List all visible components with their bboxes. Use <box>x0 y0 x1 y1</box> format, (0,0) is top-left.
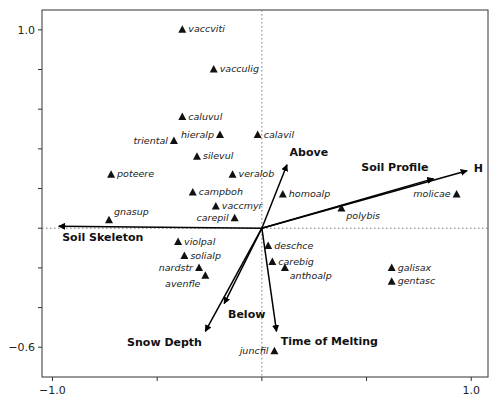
env-label: Time of Melting <box>281 335 378 348</box>
species-point <box>212 202 220 210</box>
y-tick <box>38 307 42 308</box>
species-point <box>337 204 345 212</box>
y-tick-label: −0.6 <box>8 341 35 354</box>
species-label: gentasc <box>398 275 436 286</box>
reference-line <box>261 10 262 377</box>
species-label: solialp <box>190 250 221 261</box>
species-point <box>270 347 278 355</box>
x-tick-label: 1.0 <box>462 384 480 397</box>
species-label: silevul <box>203 150 234 161</box>
x-tick <box>471 377 472 381</box>
species-point <box>180 251 188 259</box>
y-tick <box>38 69 42 70</box>
species-label: hieralp <box>181 129 214 140</box>
y-tick <box>38 228 42 229</box>
y-tick <box>38 29 42 30</box>
species-point <box>254 130 262 138</box>
species-label: triental <box>134 135 169 146</box>
species-point <box>107 170 115 178</box>
species-label: homoalp <box>289 188 330 199</box>
env-label: Above <box>290 146 329 159</box>
species-label: caluvul <box>188 111 222 122</box>
species-label: juncfil <box>238 345 269 356</box>
species-label: avenfle <box>165 278 200 289</box>
x-tick <box>261 377 262 381</box>
species-label: polybis <box>345 210 380 221</box>
species-point <box>174 238 182 246</box>
species-point <box>189 188 197 196</box>
species-point <box>178 25 186 33</box>
axes: −1.0 1.0 −0.6 1.0 <box>8 24 480 397</box>
species-label: vaccviti <box>188 23 225 34</box>
env-arrow <box>262 171 467 229</box>
env-label: Soil Profile <box>361 161 428 174</box>
species-point <box>268 257 276 265</box>
species-label: vaccmyr <box>222 200 264 211</box>
species-label: galisax <box>398 262 432 273</box>
plot-frame <box>42 10 488 377</box>
species-point <box>231 214 239 222</box>
env-label: H <box>474 162 483 175</box>
x-tick <box>366 377 367 381</box>
x-tick <box>52 377 53 381</box>
species-point <box>193 152 201 160</box>
y-tick <box>38 148 42 149</box>
species-point <box>229 170 237 178</box>
x-tick <box>157 377 158 381</box>
species-label: carepil <box>197 212 229 223</box>
plot-area <box>42 10 488 377</box>
env-label: Soil Skeleton <box>62 231 143 244</box>
species-label: violpal <box>184 236 216 247</box>
species-label: anthoalp <box>290 270 332 281</box>
env-arrow <box>59 226 262 228</box>
species-label: campboh <box>199 186 243 197</box>
species-label: vacculig <box>220 63 259 74</box>
env-label: Snow Depth <box>127 336 202 349</box>
species-point <box>388 263 396 271</box>
species-point <box>195 263 203 271</box>
x-tick-label: −1.0 <box>39 384 66 397</box>
species-point <box>170 136 178 144</box>
species-label: nardstr <box>159 262 194 273</box>
species-label: veralob <box>239 168 275 179</box>
species-label: calavil <box>264 129 295 140</box>
species-point <box>105 216 113 224</box>
species-label: gnasup <box>114 206 149 217</box>
species-label: poteere <box>116 168 154 179</box>
labels: Above Soil Profile H Soil Skeleton Below Snow… <box>62 23 483 355</box>
species-point <box>388 277 396 285</box>
species-point <box>201 271 209 279</box>
chart: −1.0 1.0 −0.6 1.0 Above Soil Profile H Soil Ske… <box>0 0 500 403</box>
y-tick-label: 1.0 <box>18 24 36 37</box>
env-label: Below <box>228 308 265 321</box>
species-label: carebig <box>278 256 314 267</box>
species-label: molicae <box>413 188 450 199</box>
y-tick <box>38 347 42 348</box>
species-point <box>264 242 272 250</box>
species-point <box>216 130 224 138</box>
y-tick <box>38 109 42 110</box>
species-point <box>279 190 287 198</box>
species-point <box>210 65 218 73</box>
species-point <box>178 113 186 121</box>
y-tick <box>38 188 42 189</box>
species-label: deschce <box>274 240 313 251</box>
y-tick <box>38 267 42 268</box>
species-point <box>453 190 461 198</box>
